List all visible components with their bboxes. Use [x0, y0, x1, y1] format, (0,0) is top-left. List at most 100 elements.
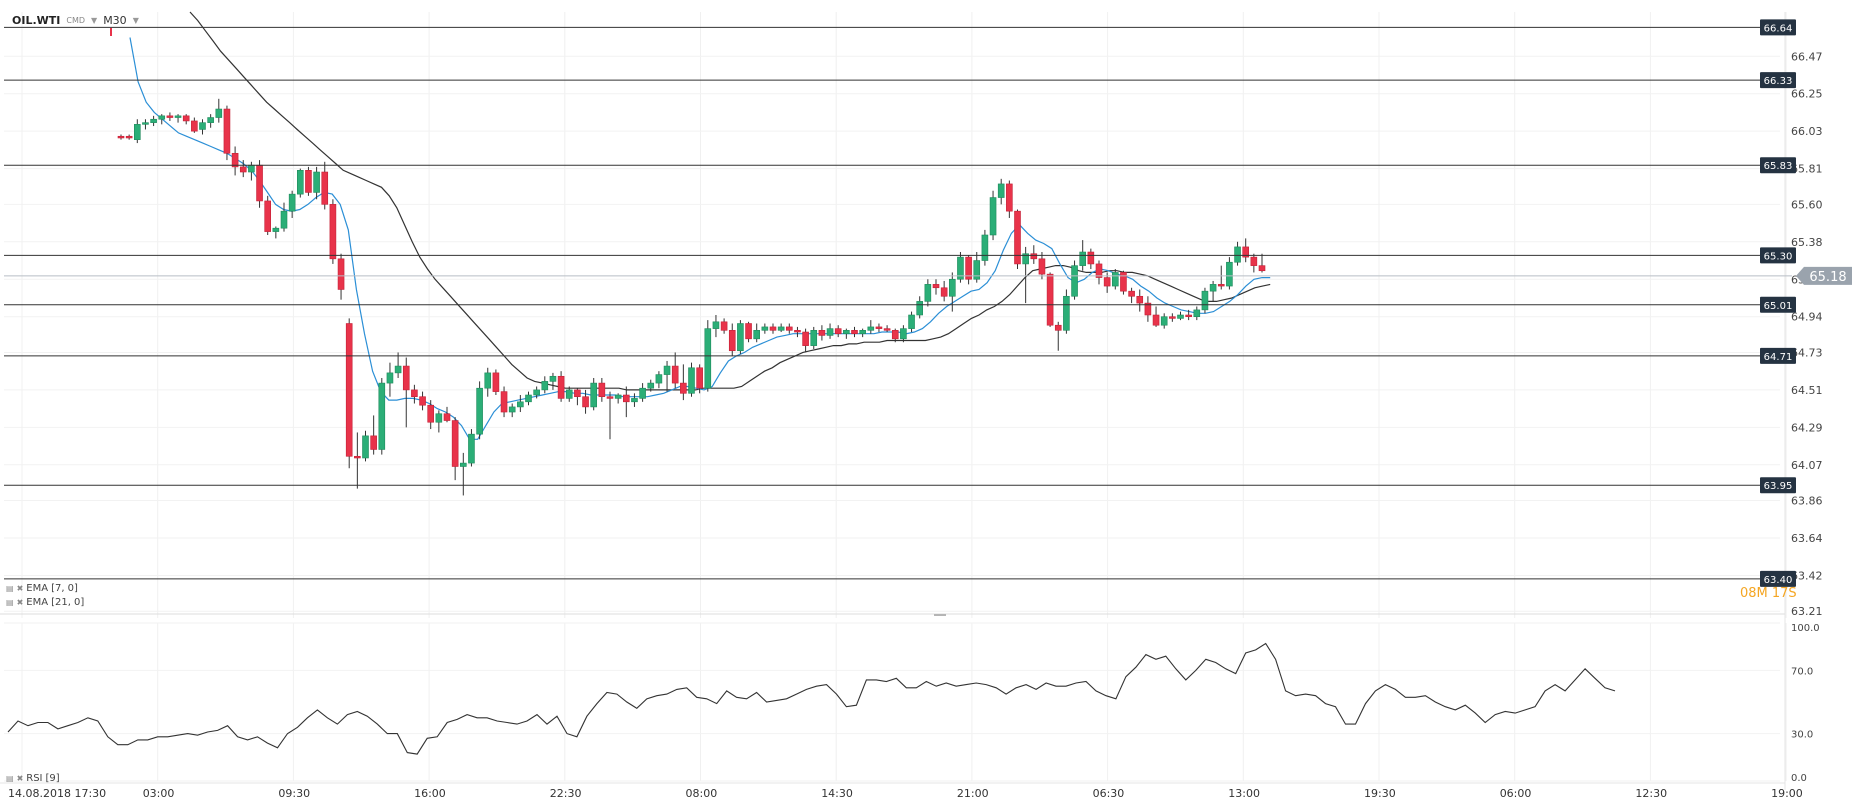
- time-axis-tick-label: 06:00: [1500, 787, 1532, 800]
- candle-body: [614, 394, 622, 399]
- candle-body: [1038, 258, 1046, 275]
- time-axis-tick-label: 13:00: [1228, 787, 1260, 800]
- candle-body: [256, 164, 263, 202]
- current-price-label: 65.18: [1809, 270, 1846, 285]
- candle-body: [818, 330, 826, 336]
- candle-body: [1006, 183, 1013, 212]
- time-axis-tick-label: 14.08.2018 17:30: [8, 787, 106, 800]
- candle-body: [248, 164, 255, 173]
- symbol-label[interactable]: OIL.WTI: [12, 13, 61, 27]
- price-axis-tick-label: 63.21: [1791, 605, 1823, 618]
- candle-body: [117, 135, 125, 139]
- candle-body: [394, 365, 402, 374]
- chevron-down-icon[interactable]: ▼: [132, 15, 139, 25]
- candle-body: [1185, 314, 1192, 318]
- candle-body: [900, 328, 907, 340]
- indicator-legend-ema7[interactable]: ▤ ✖ EMA [7, 0]: [6, 582, 78, 594]
- level-badge-label: 65.83: [1764, 161, 1793, 172]
- candle-body: [215, 108, 223, 118]
- candle-body: [557, 375, 565, 399]
- category-label: CMD: [66, 15, 86, 25]
- price-axis-tick-label: 65.60: [1791, 198, 1823, 211]
- timeframe-selector[interactable]: M30: [103, 13, 127, 27]
- candle-body: [590, 382, 598, 408]
- candle-body: [957, 256, 964, 280]
- candle-body: [794, 330, 801, 333]
- indicator-params: [9]: [45, 772, 60, 784]
- price-axis-tick-label: 63.86: [1791, 495, 1823, 508]
- time-axis-tick-label: 14:30: [821, 787, 853, 800]
- candle-body: [745, 323, 752, 340]
- candle-body: [354, 455, 361, 459]
- candle-body: [606, 396, 614, 399]
- candle-body: [207, 117, 214, 123]
- time-axis-tick-label: 19:30: [1364, 787, 1396, 800]
- candle-body: [1128, 290, 1135, 297]
- level-badge-label: 65.30: [1764, 251, 1793, 262]
- candle-body: [1120, 272, 1127, 292]
- level-badge: [1760, 477, 1796, 494]
- close-icon[interactable]: ✖: [16, 597, 24, 607]
- candle-body: [468, 433, 475, 464]
- level-badge-label: 65.01: [1764, 301, 1793, 312]
- close-icon[interactable]: ✖: [16, 583, 24, 593]
- candle-body: [1112, 272, 1119, 287]
- candle-body: [1144, 302, 1152, 316]
- level-badge-label: 63.40: [1764, 575, 1793, 586]
- candle-body: [1234, 246, 1241, 263]
- indicator-legend-rsi[interactable]: ▤ ✖ RSI [9]: [6, 772, 60, 784]
- chevron-down-icon[interactable]: ▼: [91, 15, 98, 25]
- candle-body: [362, 435, 369, 459]
- candle-body: [150, 118, 157, 123]
- candle-body: [1030, 253, 1038, 260]
- indicator-legend-ema21[interactable]: ▤ ✖ EMA [21, 0]: [6, 596, 84, 608]
- candle-body: [802, 331, 809, 346]
- rsi-axis-tick-label: 70.0: [1791, 666, 1813, 677]
- candle-body: [125, 135, 133, 139]
- candle-body: [574, 389, 581, 398]
- settings-icon[interactable]: ▤: [6, 773, 14, 783]
- candle-body: [231, 152, 239, 168]
- price-axis-tick-label: 65.81: [1791, 163, 1823, 176]
- candle-body: [965, 256, 972, 280]
- settings-icon[interactable]: ▤: [6, 597, 14, 607]
- candle-body: [1095, 263, 1103, 278]
- candle-body: [1217, 284, 1225, 287]
- candle-body: [1193, 309, 1201, 318]
- price-axis-tick-label: 65.38: [1791, 236, 1823, 249]
- level-badge: [1760, 570, 1796, 587]
- candle-body: [680, 382, 687, 394]
- candle-body: [704, 328, 712, 389]
- time-axis-tick-label: 12:30: [1635, 787, 1667, 800]
- candle-body: [1160, 316, 1168, 326]
- settings-icon[interactable]: ▤: [6, 583, 14, 593]
- price-axis-tick-label: 66.03: [1791, 125, 1823, 138]
- indicator-label: RSI: [26, 772, 43, 784]
- candle-body: [533, 389, 540, 396]
- candle-body: [973, 260, 981, 280]
- candle-body: [582, 396, 589, 408]
- candle-body: [1071, 265, 1078, 297]
- candle-body: [427, 404, 435, 423]
- candle-body: [1258, 265, 1266, 272]
- candle-body: [1046, 273, 1054, 326]
- candle-body: [728, 330, 736, 352]
- close-icon[interactable]: ✖: [16, 773, 24, 783]
- candle-body: [1226, 261, 1233, 287]
- candle-body: [1209, 284, 1217, 292]
- price-axis-tick-label: 64.29: [1791, 421, 1823, 434]
- candle-body: [712, 321, 720, 329]
- candle-body: [329, 204, 337, 260]
- time-axis-tick-label: 16:00: [414, 787, 446, 800]
- candle-body: [785, 326, 793, 331]
- level-badge: [1760, 347, 1796, 364]
- candle-body: [989, 197, 997, 236]
- candle-body: [663, 365, 671, 375]
- candle-body: [696, 367, 703, 389]
- candle-body: [435, 413, 443, 423]
- candle-body: [908, 314, 915, 329]
- level-badge-label: 63.95: [1764, 481, 1793, 492]
- candle-body: [191, 120, 198, 132]
